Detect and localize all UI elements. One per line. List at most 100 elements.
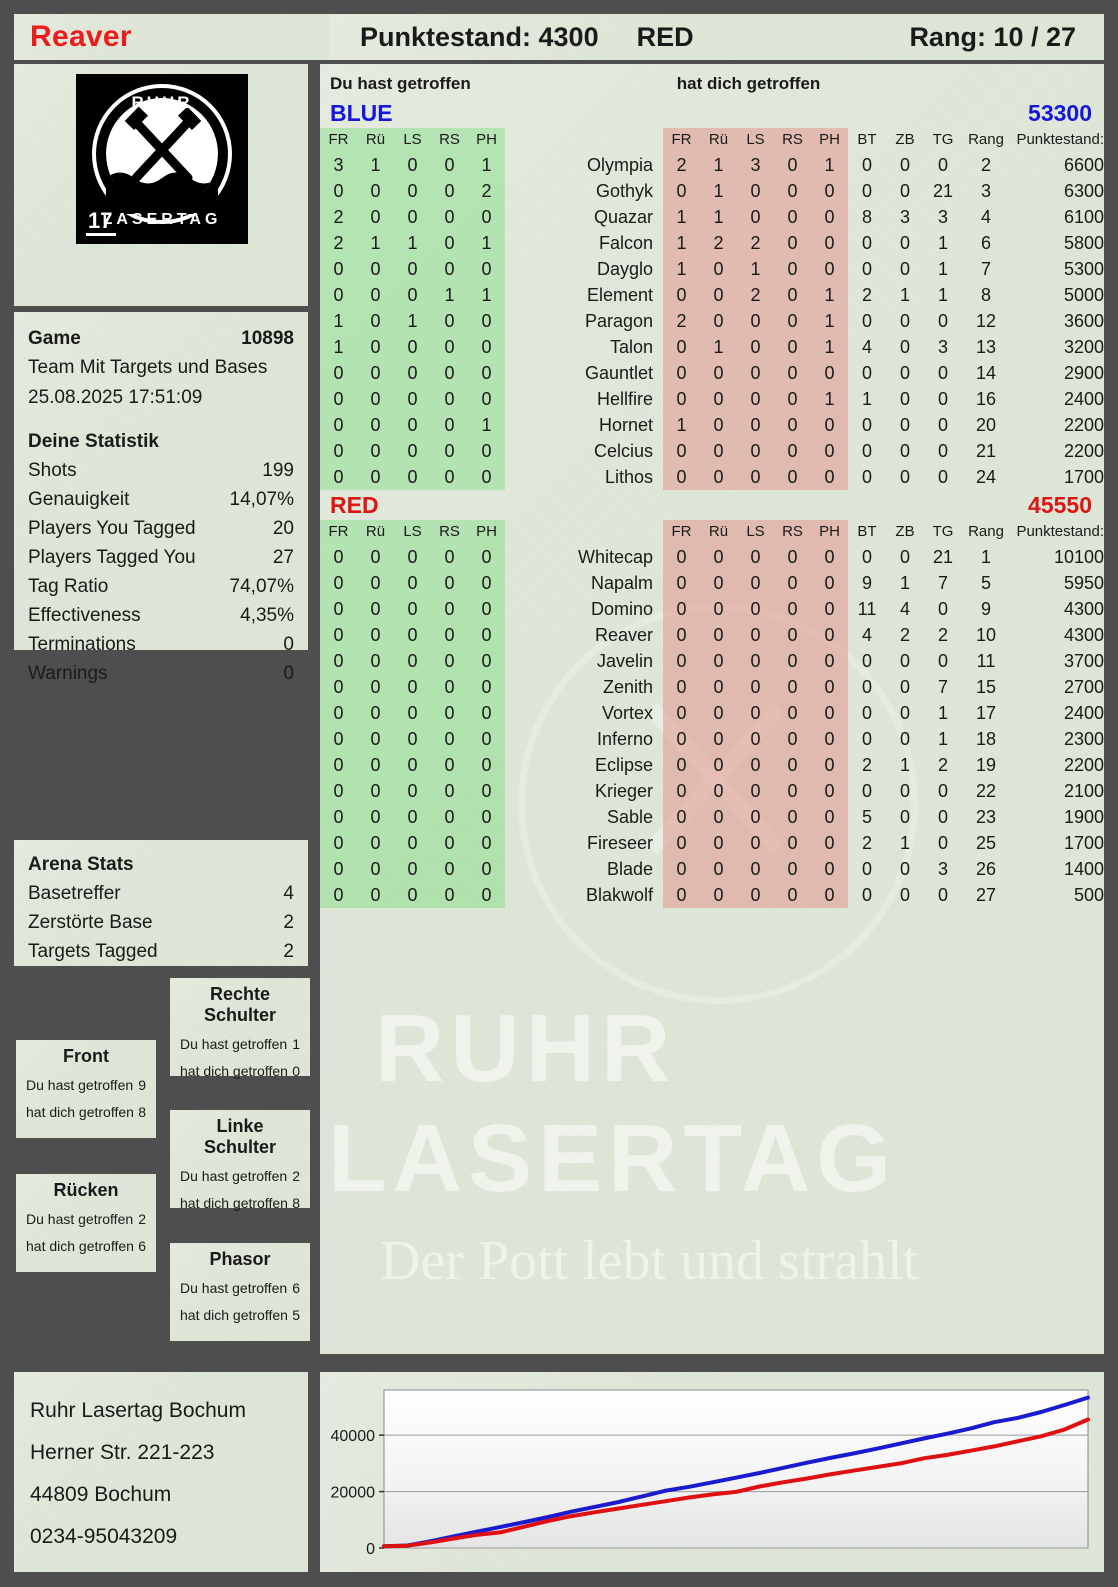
cell-zb: 0 <box>899 651 910 671</box>
table-row[interactable]: 0 0 0 0 0 Blade 0 0 0 0 0 0 0 3 26 1400 <box>320 856 1104 882</box>
col-spacer <box>653 178 663 204</box>
table-row[interactable]: 0 0 0 0 0 Inferno 0 0 0 0 0 0 0 1 18 2300 <box>320 726 1104 752</box>
cell-hit-Rü: 0 <box>357 648 394 674</box>
cell-rang: 15 <box>975 677 997 697</box>
arena-row-label: Basetreffer <box>28 883 121 904</box>
bodypart-hit-value: 1 <box>292 1036 300 1052</box>
cell-hit-PH: 0 <box>468 778 505 804</box>
cell-score: 2700 <box>1063 677 1104 697</box>
table-row[interactable]: 0 0 0 0 2 Gothyk 0 1 0 0 0 0 0 21 3 6300 <box>320 178 1104 204</box>
col-header-BT: BT <box>857 131 877 148</box>
table-row[interactable]: 0 0 0 0 0 Gauntlet 0 0 0 0 0 0 0 0 14 2900 <box>320 360 1104 386</box>
col-header-score: Punktestand: <box>1016 131 1104 148</box>
cell-player-name: Javelin <box>596 651 653 671</box>
cell-hit-Rü: 0 <box>357 596 394 622</box>
cell-taken-Rü: 0 <box>700 856 737 882</box>
cell-taken-RS: 0 <box>774 726 811 752</box>
cell-taken-PH: 0 <box>811 464 848 490</box>
team-header-blue: BLUE 53300 <box>320 98 1104 128</box>
table-row[interactable]: 0 0 0 0 0 Lithos 0 0 0 0 0 0 0 0 24 1700 <box>320 464 1104 490</box>
table-row[interactable]: 0 0 0 0 0 Whitecap 0 0 0 0 0 0 0 21 1 10100 <box>320 544 1104 570</box>
cell-zb: 0 <box>899 703 910 723</box>
cell-bt: 2 <box>861 285 872 305</box>
team-total-score: 53300 <box>1028 100 1092 126</box>
col-spacer <box>653 726 663 752</box>
cell-player-name: Olympia <box>586 155 653 175</box>
cell-hit-FR: 0 <box>320 412 357 438</box>
cell-taken-FR: 0 <box>663 778 700 804</box>
table-row[interactable]: 0 0 0 0 0 Sable 0 0 0 0 0 5 0 0 23 1900 <box>320 804 1104 830</box>
cell-taken-FR: 0 <box>663 438 700 464</box>
cell-taken-LS: 0 <box>737 622 774 648</box>
cell-hit-LS: 1 <box>394 230 431 256</box>
table-row[interactable]: 1 0 1 0 0 Paragon 2 0 0 0 1 0 0 0 12 3600 <box>320 308 1104 334</box>
cell-taken-Rü: 1 <box>700 204 737 230</box>
cell-hit-RS: 0 <box>431 700 468 726</box>
table-row[interactable]: 0 0 0 0 0 Blakwolf 0 0 0 0 0 0 0 0 27 500 <box>320 882 1104 908</box>
table-row[interactable]: 0 0 0 0 1 Hornet 1 0 0 0 0 0 0 0 20 2200 <box>320 412 1104 438</box>
cell-hit-Rü: 0 <box>357 882 394 908</box>
table-row[interactable]: 0 0 0 0 0 Eclipse 0 0 0 0 0 2 1 2 19 2200 <box>320 752 1104 778</box>
cell-hit-FR: 0 <box>320 178 357 204</box>
table-row[interactable]: 0 0 0 0 0 Fireseer 0 0 0 0 0 2 1 0 25 1700 <box>320 830 1104 856</box>
cell-taken-FR: 2 <box>663 152 700 178</box>
cell-rang: 3 <box>980 181 991 201</box>
cell-hit-PH: 2 <box>468 178 505 204</box>
cell-taken-Rü: 0 <box>700 648 737 674</box>
stat-row-label: Terminations <box>28 634 136 655</box>
table-row[interactable]: 0 0 0 0 0 Krieger 0 0 0 0 0 0 0 0 22 2100 <box>320 778 1104 804</box>
table-row[interactable]: 0 0 0 0 0 Vortex 0 0 0 0 0 0 0 1 17 2400 <box>320 700 1104 726</box>
cell-taken-FR: 0 <box>663 282 700 308</box>
cell-taken-LS: 0 <box>737 804 774 830</box>
table-row[interactable]: 2 0 0 0 0 Quazar 1 1 0 0 0 8 3 3 4 6100 <box>320 204 1104 230</box>
cell-taken-LS: 0 <box>737 752 774 778</box>
cell-taken-FR: 0 <box>663 674 700 700</box>
table-row[interactable]: 0 0 0 1 1 Element 0 0 2 0 1 2 1 1 8 5000 <box>320 282 1104 308</box>
cell-hit-PH: 0 <box>468 830 505 856</box>
table-row[interactable]: 0 0 0 0 0 Celcius 0 0 0 0 0 0 0 0 21 2200 <box>320 438 1104 464</box>
cell-player-name: Paragon <box>584 311 653 331</box>
cell-tg: 0 <box>937 781 948 801</box>
table-row[interactable]: 0 0 0 0 0 Domino 0 0 0 0 0 11 4 0 9 4300 <box>320 596 1104 622</box>
table-row[interactable]: 0 0 0 0 0 Reaver 0 0 0 0 0 4 2 2 10 4300 <box>320 622 1104 648</box>
cell-player-name: Napalm <box>590 573 653 593</box>
cell-bt: 2 <box>861 755 872 775</box>
cell-hit-PH: 0 <box>468 464 505 490</box>
cell-hit-FR: 0 <box>320 648 357 674</box>
cell-bt: 0 <box>861 415 872 435</box>
cell-taken-Rü: 2 <box>700 230 737 256</box>
table-row[interactable]: 0 0 0 0 0 Napalm 0 0 0 0 0 9 1 7 5 5950 <box>320 570 1104 596</box>
table-row[interactable]: 1 0 0 0 0 Talon 0 1 0 0 1 4 0 3 13 3200 <box>320 334 1104 360</box>
table-row[interactable]: 0 0 0 0 0 Javelin 0 0 0 0 0 0 0 0 11 3700 <box>320 648 1104 674</box>
cell-zb: 0 <box>899 729 910 749</box>
cell-bt: 0 <box>861 181 872 201</box>
cell-tg: 1 <box>937 233 948 253</box>
cell-taken-LS: 0 <box>737 570 774 596</box>
cell-hit-PH: 0 <box>468 570 505 596</box>
chart-line-red <box>382 1417 1090 1549</box>
player-rank: Rang: 10 / 27 <box>909 21 1076 52</box>
cell-score: 2200 <box>1063 755 1104 775</box>
table-row[interactable]: 0 0 0 0 0 Dayglo 1 0 1 0 0 0 0 1 7 5300 <box>320 256 1104 282</box>
cell-taken-Rü: 1 <box>700 178 737 204</box>
cell-hit-RS: 0 <box>431 438 468 464</box>
col-spacer <box>653 152 663 178</box>
stat-row: Tag Ratio 74,07% <box>28 572 294 601</box>
table-row[interactable]: 0 0 0 0 0 Zenith 0 0 0 0 0 0 0 7 15 2700 <box>320 674 1104 700</box>
cell-hit-PH: 0 <box>468 674 505 700</box>
cell-taken-Rü: 0 <box>700 726 737 752</box>
col-header-Rang: Rang <box>968 523 1004 540</box>
table-row[interactable]: 3 1 0 0 1 Olympia 2 1 3 0 1 0 0 0 2 6600 <box>320 152 1104 178</box>
stat-row: Shots 199 <box>28 456 294 485</box>
cell-hit-RS: 0 <box>431 334 468 360</box>
cell-score: 5800 <box>1063 233 1104 253</box>
col-spacer <box>653 412 663 438</box>
table-row[interactable]: 2 1 1 0 1 Falcon 1 2 2 0 0 0 0 1 6 5800 <box>320 230 1104 256</box>
cell-taken-Rü: 0 <box>700 622 737 648</box>
cell-hit-PH: 1 <box>468 230 505 256</box>
table-row[interactable]: 0 0 0 0 0 Hellfire 0 0 0 0 1 1 0 0 16 2400 <box>320 386 1104 412</box>
cell-zb: 0 <box>899 781 910 801</box>
cell-hit-Rü: 1 <box>357 152 394 178</box>
arena-row: Zerstörte Base 2 <box>28 908 294 937</box>
cell-hit-FR: 0 <box>320 674 357 700</box>
